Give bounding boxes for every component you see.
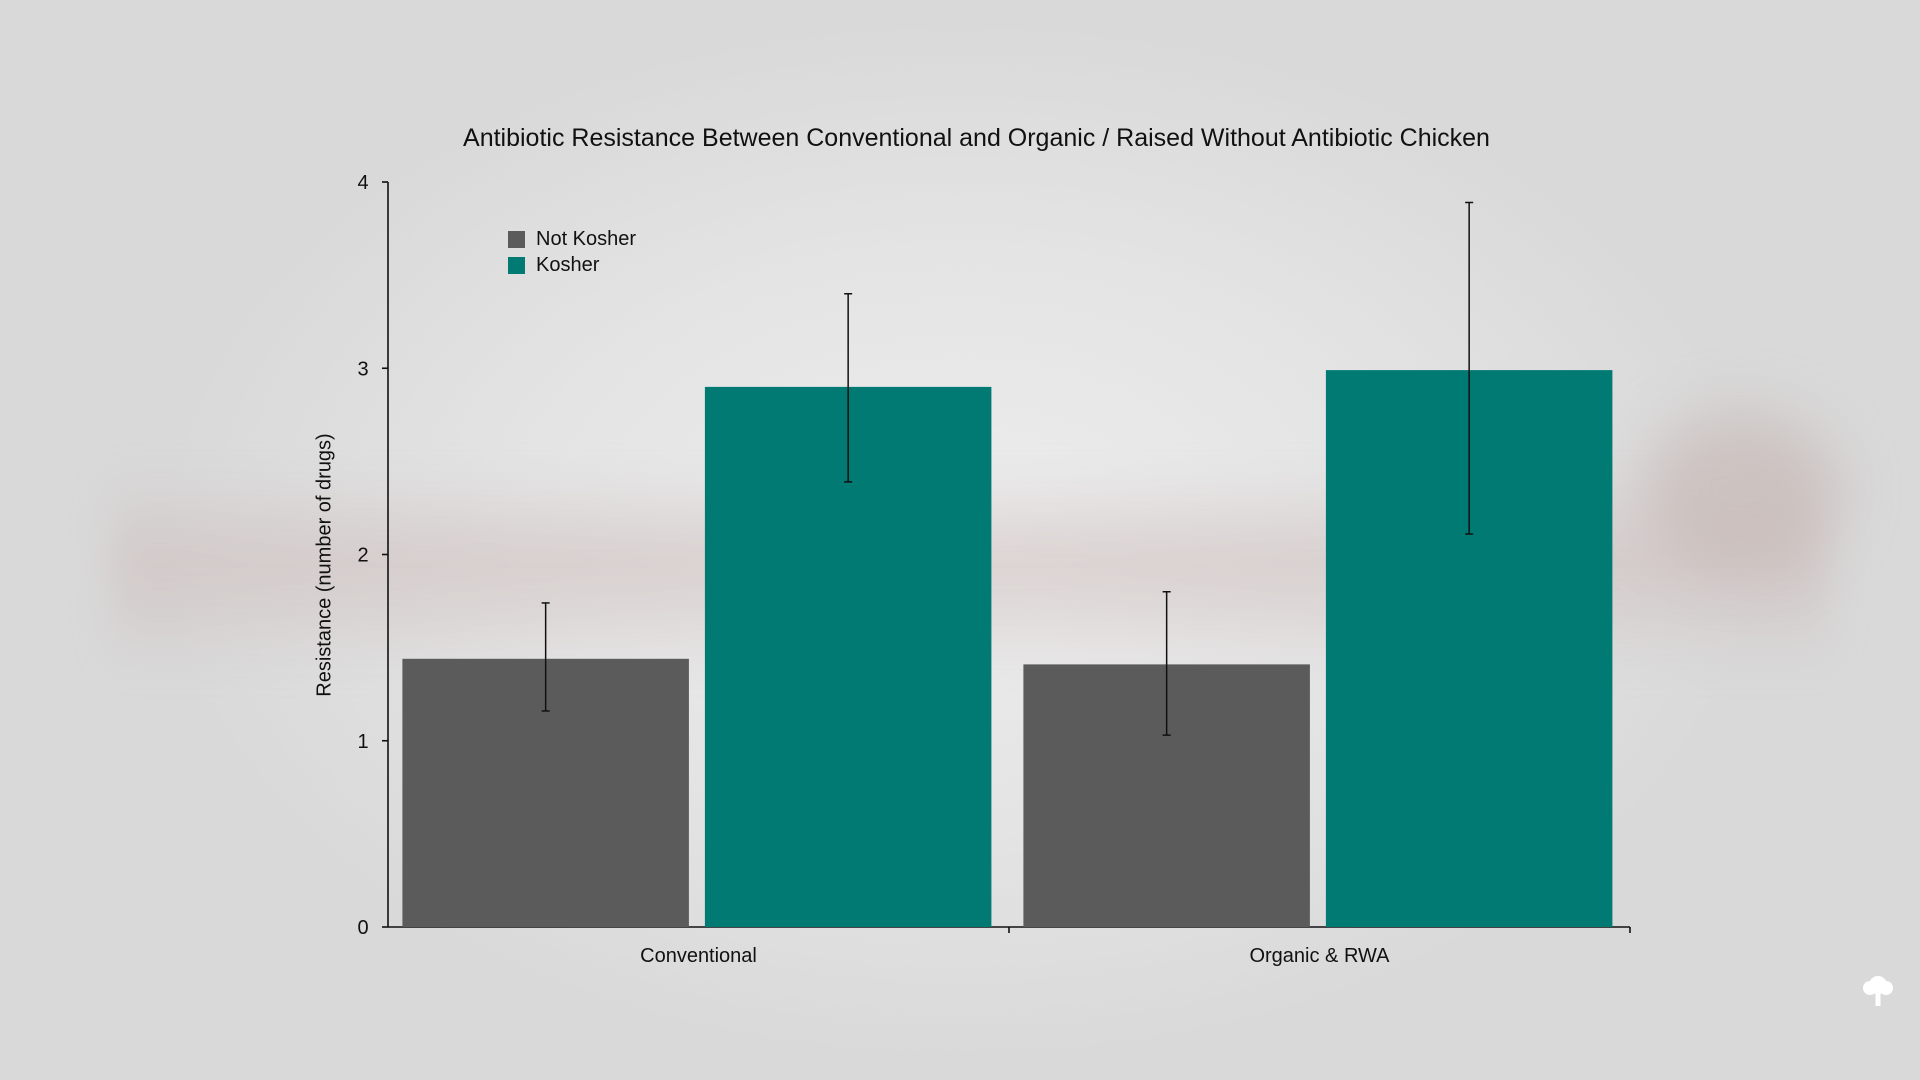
y-tick-label: 2 — [357, 545, 368, 567]
legend-item-kosher: Kosher — [508, 252, 636, 278]
y-axis-label: Resistance (number of drugs) — [313, 433, 336, 697]
y-tick-label: 1 — [357, 731, 368, 753]
legend-label-kosher: Kosher — [536, 253, 600, 276]
x-tick-label: Conventional — [640, 945, 757, 967]
x-tick-label: Organic & RWA — [1249, 945, 1390, 967]
legend-swatch-kosher — [508, 256, 525, 274]
tree-icon — [1863, 976, 1893, 1006]
legend-item-not-kosher: Not Kosher — [508, 226, 636, 252]
chart-title: Antibiotic Resistance Between Convention… — [463, 124, 1490, 152]
chart-legend: Not Kosher Kosher — [508, 226, 636, 278]
y-tick-label: 4 — [357, 172, 368, 194]
y-tick-label: 3 — [357, 358, 368, 380]
y-tick-label: 0 — [357, 917, 368, 939]
background-blur-spot — [1640, 410, 1840, 570]
legend-swatch-not-kosher — [508, 230, 525, 248]
legend-label-not-kosher: Not Kosher — [536, 227, 637, 250]
